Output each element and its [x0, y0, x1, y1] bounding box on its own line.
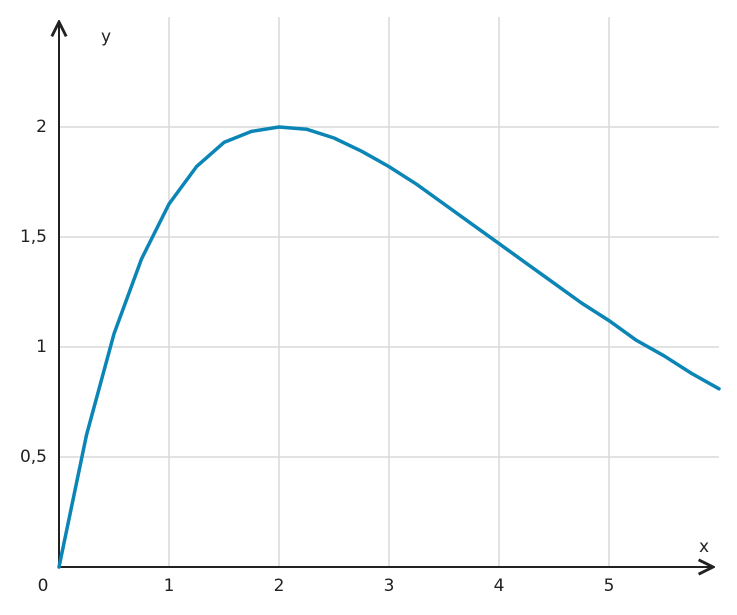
- x-tick-label: 0: [38, 576, 49, 596]
- x-tick-label: 2: [274, 576, 285, 596]
- x-tick-label: 4: [494, 576, 505, 596]
- y-tick-label: 1: [36, 337, 47, 357]
- data-line: [57, 125, 721, 569]
- x-tick-label: 5: [604, 576, 615, 596]
- x-tick-label: 1: [164, 576, 175, 596]
- x-axis-label: x: [699, 537, 709, 557]
- y-tick-label: 1,5: [20, 227, 47, 247]
- x-tick-label: 3: [384, 576, 395, 596]
- grid: [59, 17, 719, 567]
- y-tick-label: 2: [36, 117, 47, 137]
- y-tick-label: 0,5: [20, 447, 47, 467]
- y-axis-label: y: [101, 27, 111, 47]
